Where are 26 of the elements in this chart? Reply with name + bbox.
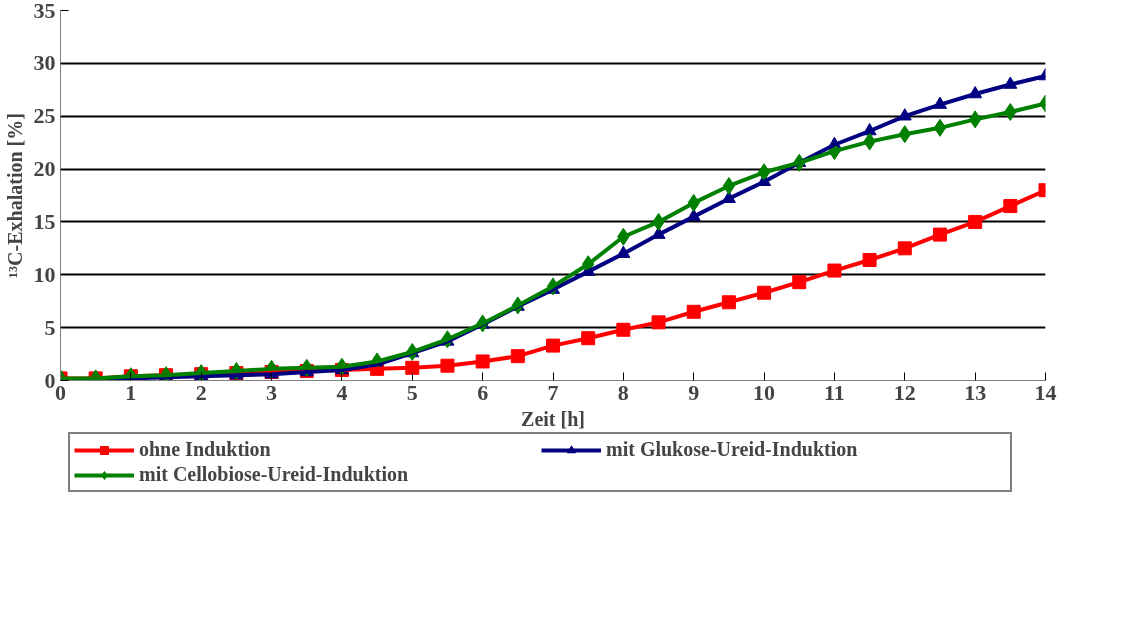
x-tick-label: 11: [824, 379, 845, 405]
x-tick-label: 2: [195, 379, 207, 405]
y-tick-label: 5: [44, 314, 56, 340]
y-tick-label: 10: [33, 261, 56, 287]
y-tick-label: 20: [33, 156, 56, 182]
y-tick-label: 25: [33, 103, 56, 129]
x-tick-label: 6: [477, 379, 489, 405]
y-axis-title: ¹³C-Exhalation [%]: [3, 113, 26, 278]
x-tick-label: 4: [336, 379, 348, 405]
legend-label: mit Cellobiose-Ureid-Induktion: [139, 463, 410, 486]
x-tick-label: 9: [688, 379, 700, 405]
x-axis-title: Zeit [h]: [521, 407, 585, 430]
x-tick-label: 7: [547, 379, 559, 405]
y-tick-label: 15: [33, 208, 56, 234]
x-tick-label: 14: [1034, 379, 1057, 405]
x-tick-label: 13: [964, 379, 987, 405]
x-tick-label: 5: [406, 379, 418, 405]
legend-label: ohne Induktion: [139, 438, 272, 461]
legend-label: mit Glukose-Ureid-Induktion: [606, 438, 859, 461]
x-tick-label: 8: [617, 379, 629, 405]
x-tick-label: 3: [266, 379, 278, 405]
x-tick-label: 10: [753, 379, 776, 405]
x-tick-label: 1: [125, 379, 137, 405]
y-tick-label: 30: [33, 50, 56, 76]
x-tick-label: 12: [893, 379, 916, 405]
y-tick-label: 35: [33, 0, 56, 23]
